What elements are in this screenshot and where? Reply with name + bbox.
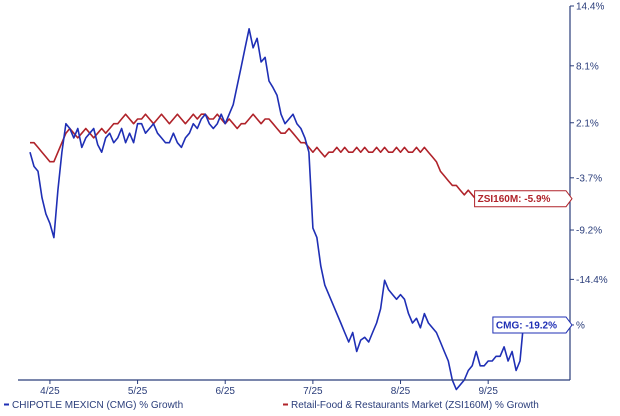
series-line-cmg: [29, 28, 533, 391]
legend-item-zsi160m: Retail-Food & Restaurants Market (ZSI160…: [283, 400, 539, 411]
legend-item-cmg: CHIPOTLE MEXICN (CMG) % Growth: [4, 400, 183, 411]
y-tick-label: -14.4%: [576, 275, 608, 286]
x-tick-label: 4/25: [40, 386, 60, 397]
y-tick-label: %: [576, 320, 585, 331]
y-tick-label: 8.1%: [576, 61, 599, 72]
end-label-box: [492, 316, 573, 334]
x-tick-label: 5/25: [128, 386, 148, 397]
end-labels: CMG: -19.2% ZSI160M: -5.9%: [474, 190, 573, 334]
x-tick-label: 6/25: [215, 386, 235, 397]
series-line-zsi160m: [30, 113, 525, 204]
end-label-box: [474, 190, 573, 208]
legend: CHIPOTLE MEXICN (CMG) % Growth Retail-Foo…: [4, 400, 539, 411]
y-tick-label: -9.2%: [576, 226, 602, 237]
y-tick-label: 2.1%: [576, 118, 599, 129]
x-axis-ticks: 4/25 5/25 6/25 7/25 8/25 9/25: [40, 380, 498, 397]
end-label-text: CMG: -19.2%: [496, 320, 557, 331]
end-label-zsi160m: ZSI160M: -5.9%: [474, 190, 573, 208]
end-label-cmg: CMG: -19.2%: [492, 316, 573, 334]
legend-label: Retail-Food & Restaurants Market (ZSI160…: [291, 400, 539, 411]
y-tick-label: 14.4%: [576, 2, 604, 13]
legend-label: CHIPOTLE MEXICN (CMG) % Growth: [12, 400, 183, 411]
series-lines: [29, 28, 533, 391]
y-tick-label: -3.7%: [576, 173, 602, 184]
x-tick-label: 8/25: [391, 386, 411, 397]
x-tick-label: 9/25: [478, 386, 498, 397]
x-tick-label: 7/25: [303, 386, 323, 397]
end-label-text: ZSI160M: -5.9%: [478, 194, 551, 205]
y-axis-ticks: 14.4% 8.1% 2.1% -3.7% -9.2% -14.4%%: [570, 2, 608, 331]
